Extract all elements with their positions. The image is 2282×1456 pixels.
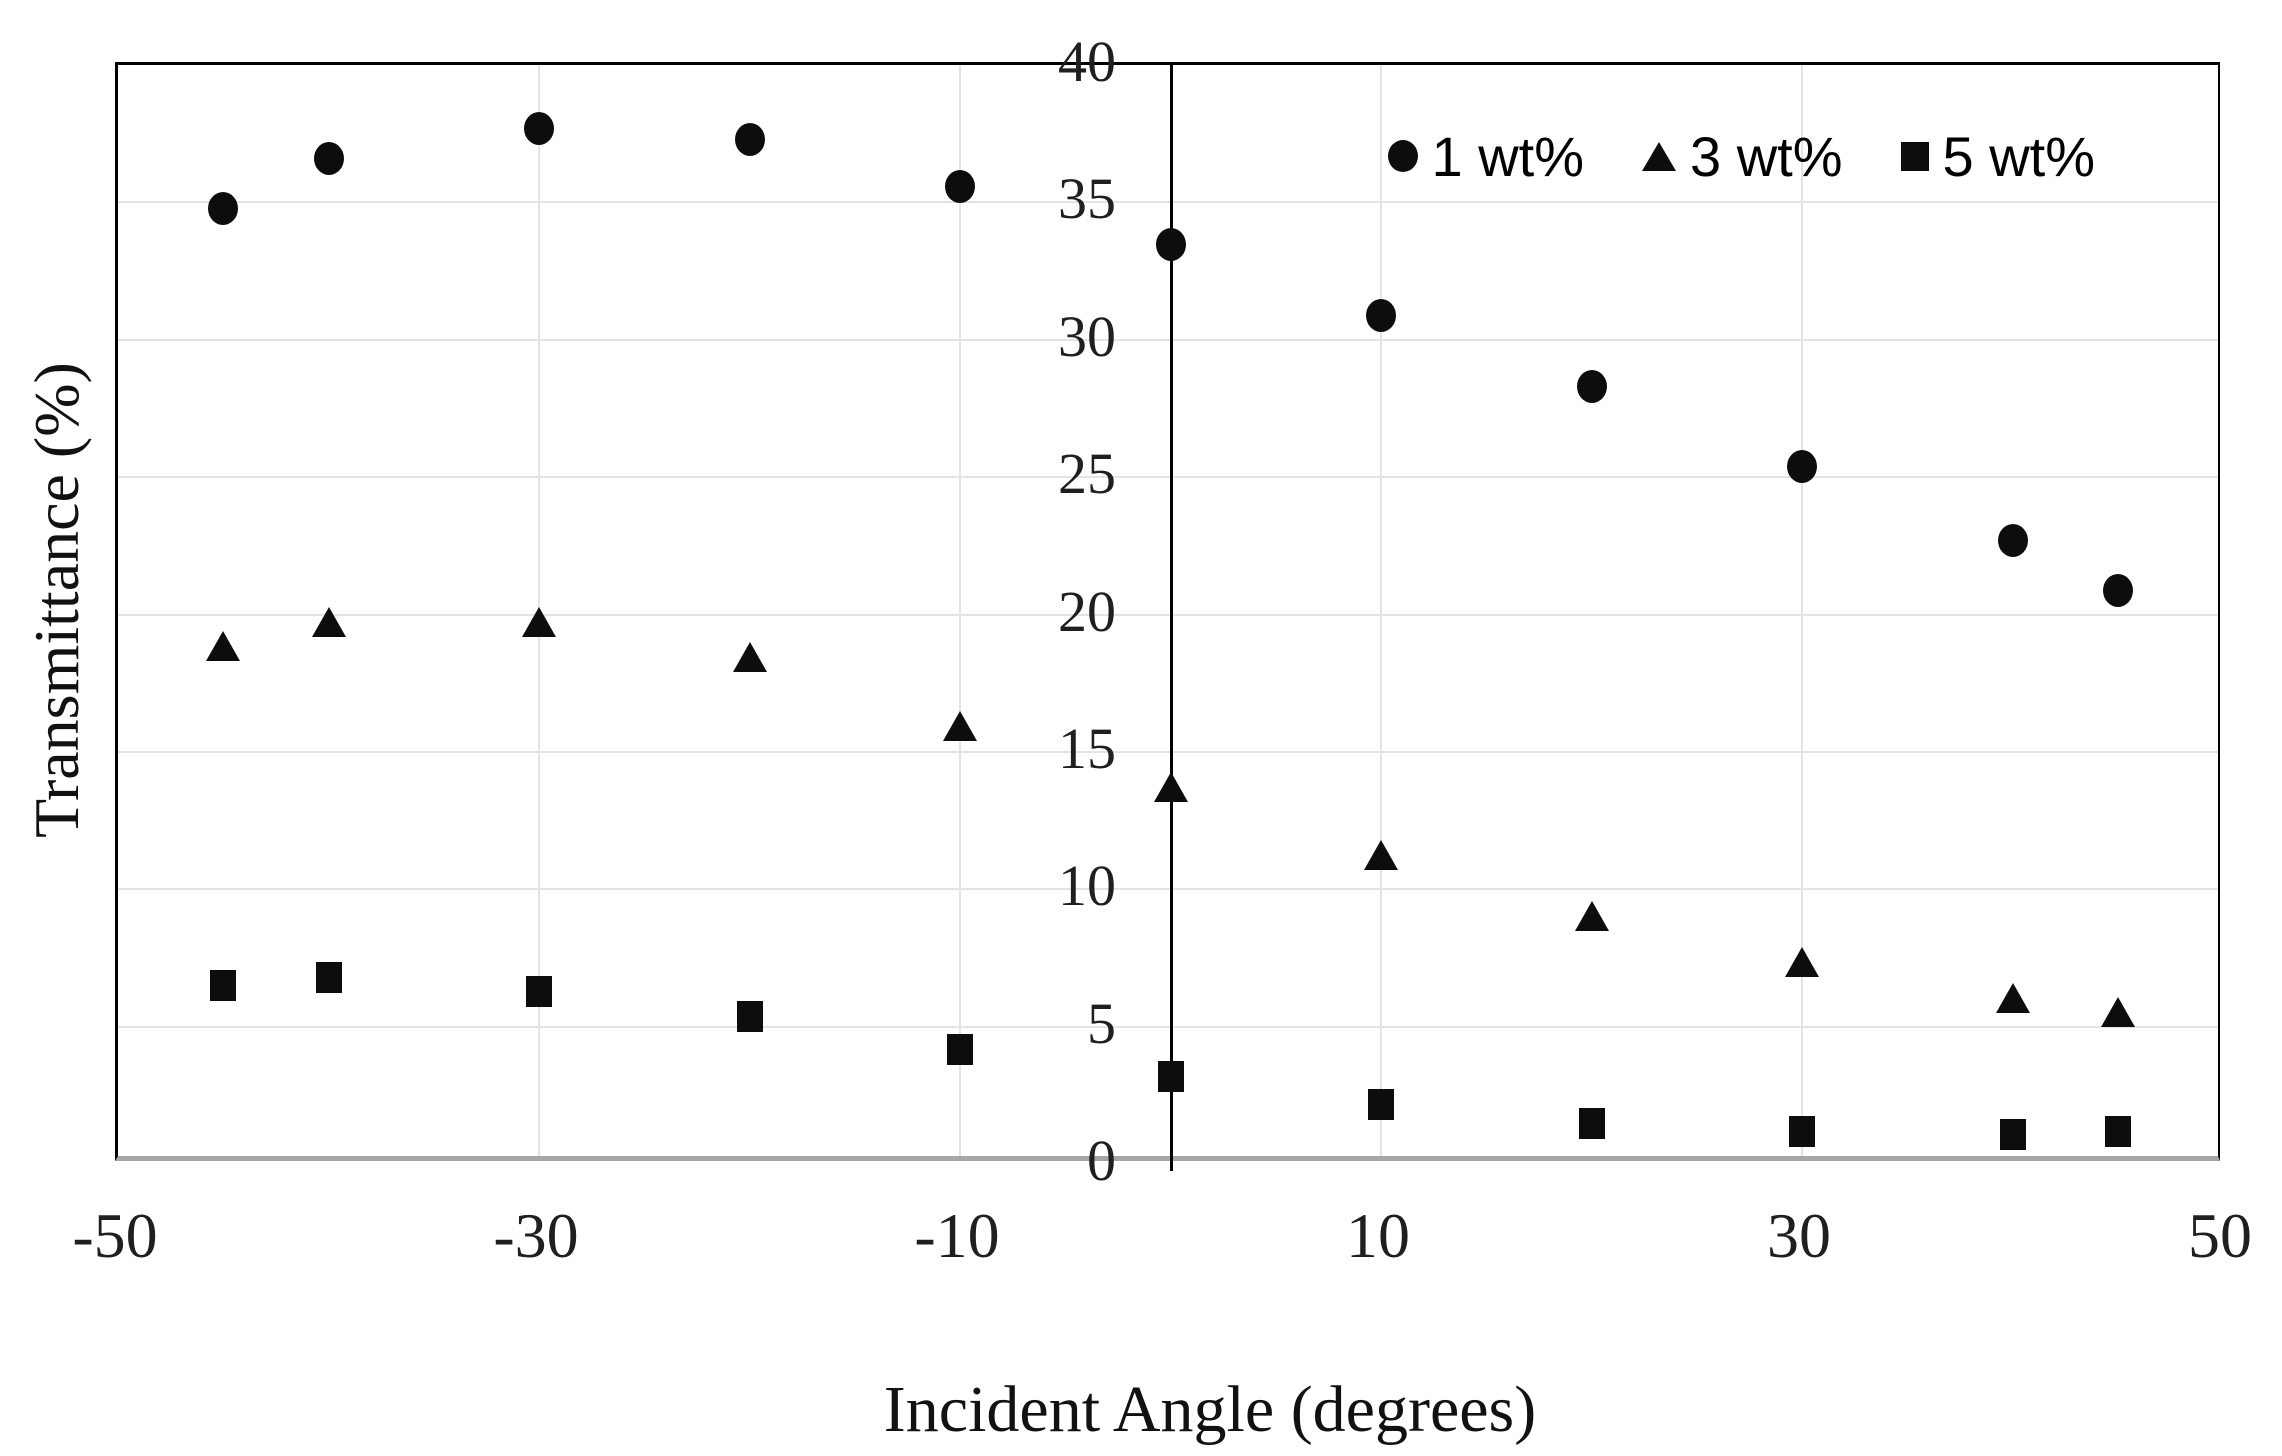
data-point-5-wt%-x-30 (526, 975, 552, 1007)
data-point-5-wt%-x40 (1999, 1118, 2026, 1150)
horizontal-gridline (118, 201, 2218, 204)
data-point-1-wt%-x0 (1155, 227, 1186, 261)
data-point-1-wt%-x-10 (945, 169, 975, 203)
legend-label: 1 wt% (1431, 124, 1585, 188)
data-point-3-wt%-x40 (1995, 983, 2030, 1014)
plot-area (115, 62, 2220, 1171)
y-tick-label-25: 25 (1058, 441, 1116, 507)
y-tick-label-35: 35 (1058, 166, 1116, 232)
data-point-1-wt%-x10 (1366, 299, 1396, 333)
triangle-marker-icon (1642, 141, 1676, 171)
legend-item-1-wt%: 1 wt% (1387, 124, 1585, 189)
horizontal-gridline (118, 888, 2218, 891)
legend-item-5-wt%: 5 wt% (1900, 124, 2096, 189)
y-tick-label-30: 30 (1058, 303, 1116, 369)
data-point-3-wt%-x0 (1153, 771, 1188, 802)
data-point-3-wt%-x-40 (311, 606, 346, 637)
data-point-1-wt%-x-40 (313, 142, 344, 176)
circle-marker-icon (1387, 140, 1418, 172)
x-tick-label-30: 30 (1767, 1200, 1831, 1271)
data-point-5-wt%-x30 (1789, 1116, 1815, 1148)
data-point-1-wt%-x40 (1997, 524, 2028, 558)
data-point-1-wt%-x30 (1787, 450, 1817, 484)
data-point-5-wt%-x20 (1578, 1107, 1605, 1139)
legend: 1 wt% 3 wt% 5 wt% (1387, 124, 2096, 189)
data-point-5-wt%-x0 (1157, 1061, 1184, 1093)
data-point-3-wt%-x45 (2100, 996, 2135, 1027)
y-tick-label-0: 0 (1087, 1128, 1116, 1193)
horizontal-gridline (118, 613, 2218, 616)
data-point-1-wt%-x20 (1576, 370, 1607, 404)
data-point-3-wt%-x10 (1364, 840, 1398, 871)
legend-item-3-wt%: 3 wt% (1642, 124, 1843, 189)
horizontal-gridline (118, 476, 2218, 479)
data-point-3-wt%-x20 (1574, 900, 1609, 931)
data-point-3-wt%-x-30 (522, 606, 556, 637)
data-point-3-wt%-x-20 (732, 642, 767, 673)
y-tick-label-40: 40 (1058, 29, 1116, 94)
data-point-1-wt%-x-20 (734, 123, 765, 157)
y-tick-label-15: 15 (1058, 715, 1116, 781)
x-tick-label--30: -30 (493, 1200, 579, 1271)
data-point-3-wt%-x-10 (943, 711, 977, 742)
y-axis-line (1169, 65, 1173, 1171)
x-tick-label--50: -50 (72, 1200, 158, 1271)
data-point-1-wt%-x45 (2102, 573, 2133, 607)
horizontal-gridline (118, 750, 2218, 753)
x-axis-title: Incident Angle (degrees) (883, 1373, 1537, 1446)
square-marker-icon (1900, 141, 1929, 171)
x-tick-label--10: -10 (914, 1200, 1000, 1271)
horizontal-gridline (118, 1025, 2218, 1028)
vertical-gridline (1380, 65, 1382, 1156)
vertical-gridline (959, 65, 961, 1156)
data-point-3-wt%-x-45 (206, 631, 241, 662)
y-tick-label-20: 20 (1058, 578, 1116, 644)
legend-label: 5 wt% (1942, 124, 2096, 188)
x-tick-label-50: 50 (2188, 1200, 2252, 1271)
data-point-5-wt%-x-45 (210, 970, 237, 1002)
data-point-5-wt%-x45 (2104, 1116, 2131, 1148)
data-point-5-wt%-x10 (1368, 1088, 1394, 1120)
legend-label: 3 wt% (1690, 124, 1843, 188)
data-point-1-wt%-x-45 (208, 191, 239, 225)
horizontal-gridline (118, 338, 2218, 341)
y-tick-label-5: 5 (1087, 990, 1116, 1056)
data-point-5-wt%-x-40 (315, 962, 342, 994)
x-tick-label-10: 10 (1346, 1200, 1410, 1271)
data-point-5-wt%-x-20 (736, 1000, 763, 1032)
y-tick-label-10: 10 (1058, 853, 1116, 919)
data-point-5-wt%-x-10 (947, 1033, 973, 1065)
data-point-1-wt%-x-30 (524, 112, 554, 146)
data-point-3-wt%-x30 (1785, 947, 1819, 978)
vertical-gridline (1801, 65, 1803, 1156)
y-axis-title: Transmittance (%) (21, 362, 92, 838)
